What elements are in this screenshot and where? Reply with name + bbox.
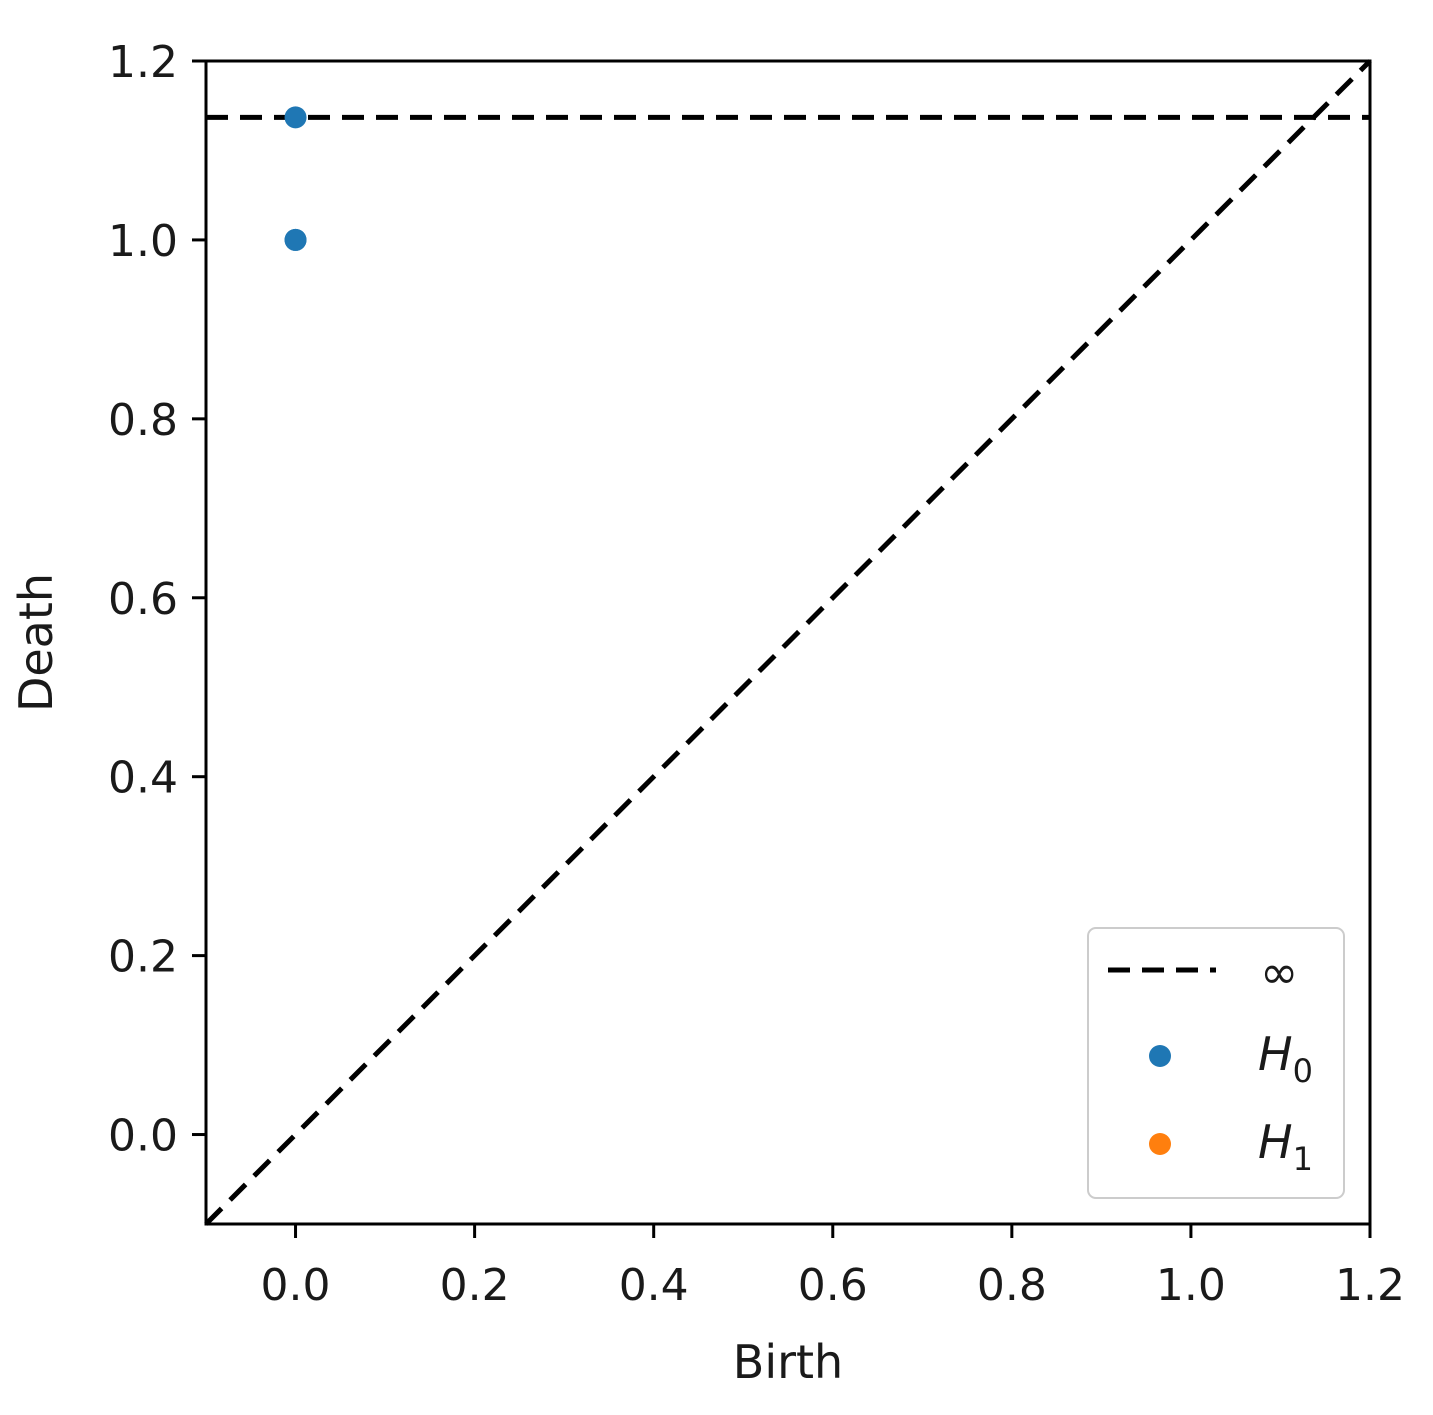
x-tick-label-4: 0.8 [977, 1260, 1047, 1311]
y-tick-label-0: 0.0 [108, 1111, 178, 1162]
diagonal-line [204, 59, 1372, 1226]
legend-infinity-label: ∞ [1260, 945, 1298, 999]
legend-h0-label: H0 [1258, 1027, 1313, 1090]
x-tick-label-5: 1.0 [1156, 1260, 1226, 1311]
legend-h1-label: H1 [1258, 1115, 1313, 1178]
x-tick-label-6: 1.2 [1335, 1260, 1405, 1311]
x-tick-label-1: 0.2 [440, 1260, 510, 1311]
legend-h0-marker [1149, 1045, 1171, 1067]
x-tick-label-0: 0.0 [261, 1260, 331, 1311]
y-axis-label: Death [9, 573, 63, 712]
legend-box [1087, 927, 1345, 1199]
plot-frame [204, 59, 1372, 1226]
x-tick-label-2: 0.4 [619, 1260, 689, 1311]
legend-h1-marker [1149, 1133, 1171, 1155]
y-tick-label-1: 0.2 [108, 932, 178, 983]
h0-point-0 [284, 106, 307, 129]
y-tick-label-2: 0.4 [108, 753, 178, 804]
y-tick-label-5: 1.0 [108, 216, 178, 267]
legend: ∞ H0 H1 [1087, 927, 1345, 1199]
x-tick-label-3: 0.6 [798, 1260, 868, 1311]
y-tick-label-3: 0.6 [108, 574, 178, 625]
y-tick-label-6: 1.2 [108, 37, 178, 88]
y-tick-label-4: 0.8 [108, 395, 178, 446]
x-axis-label: Birth [733, 1335, 843, 1389]
h0-point-2 [284, 228, 307, 251]
